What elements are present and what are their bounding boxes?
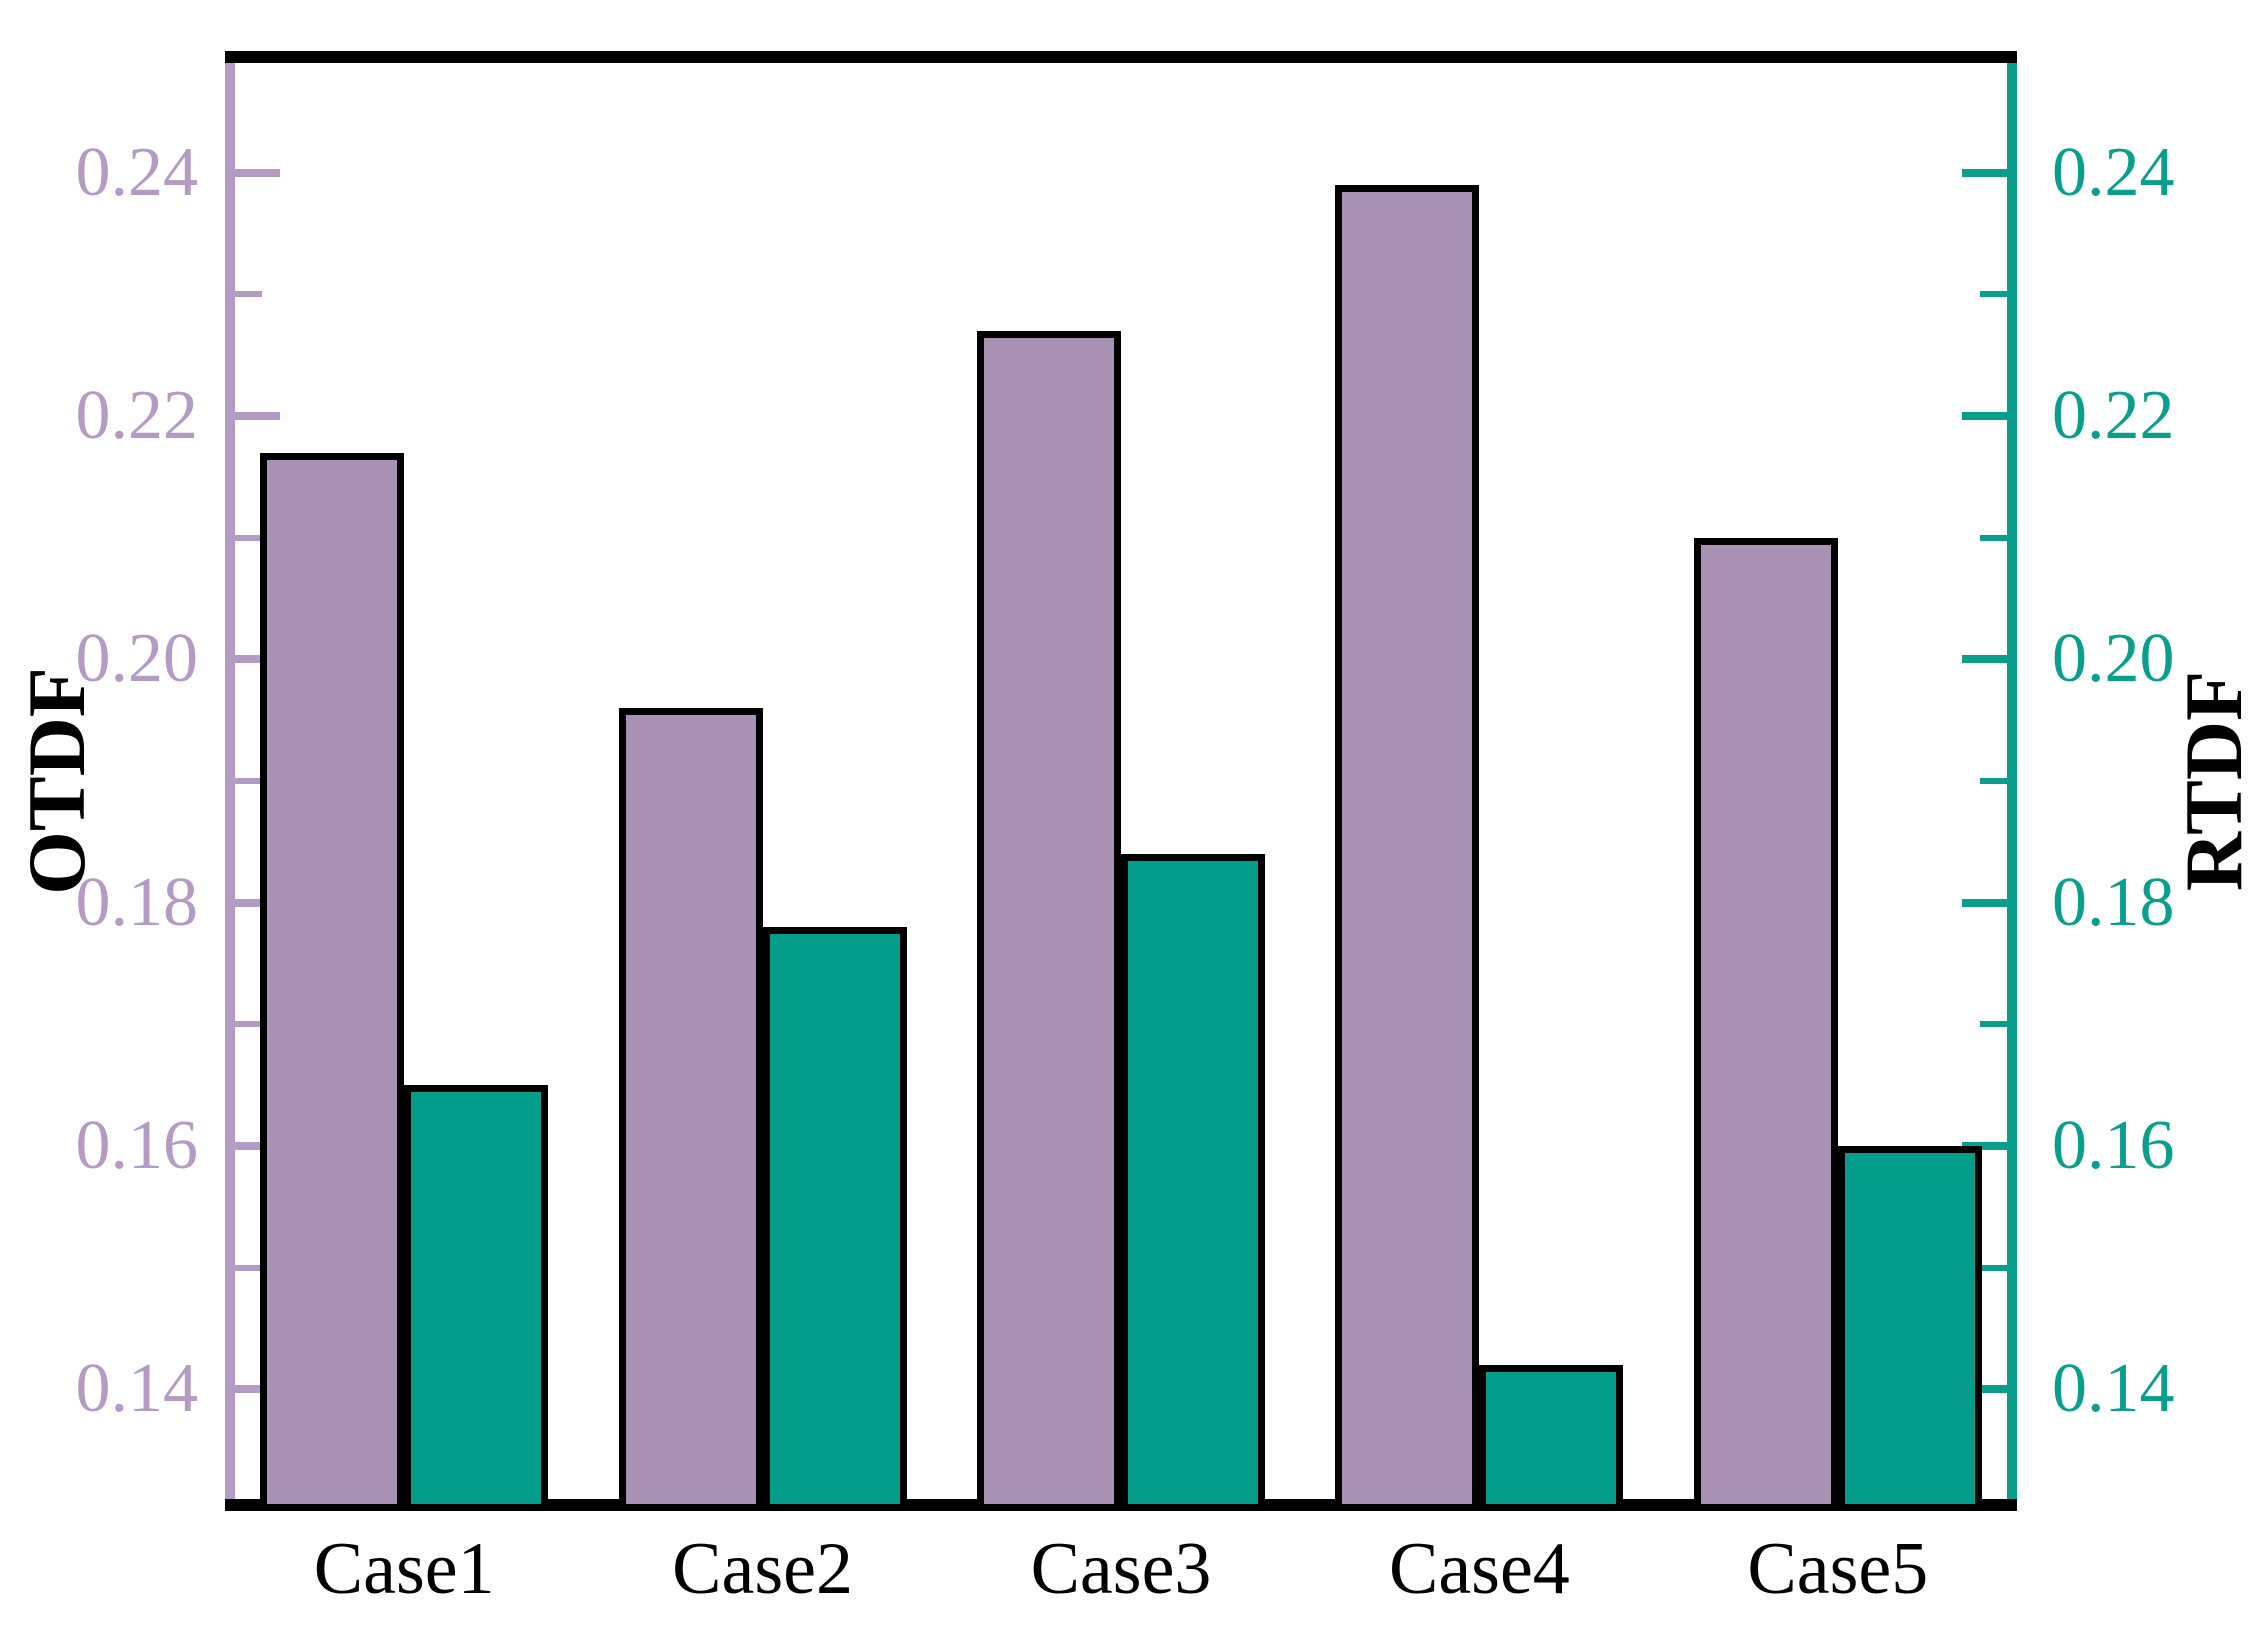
left-axis-spine bbox=[225, 51, 235, 1511]
left-minor-tick bbox=[235, 534, 262, 541]
right-minor-tick bbox=[1980, 291, 2007, 298]
left-minor-tick bbox=[235, 1264, 262, 1271]
x-tick-label-case3: Case3 bbox=[1030, 1528, 1212, 1610]
right-major-tick bbox=[1962, 168, 2007, 177]
right-major-tick bbox=[1962, 1385, 2007, 1394]
right-tick-label: 0.20 bbox=[2052, 620, 2175, 698]
x-tick-label-case1: Case1 bbox=[313, 1528, 495, 1610]
left-tick-label: 0.14 bbox=[75, 1350, 199, 1428]
bar-otdf-case2 bbox=[618, 708, 763, 1511]
left-minor-tick bbox=[235, 291, 262, 298]
right-tick-label: 0.16 bbox=[2052, 1107, 2175, 1184]
left-major-tick bbox=[235, 412, 280, 420]
left-tick-label: 0.16 bbox=[75, 1107, 199, 1184]
x-tick-label-case4: Case4 bbox=[1388, 1528, 1570, 1610]
bar-rtdf-case4 bbox=[1479, 1365, 1624, 1511]
bar-otdf-case4 bbox=[1335, 184, 1480, 1511]
right-minor-tick bbox=[1980, 1021, 2007, 1028]
left-tick-label: 0.18 bbox=[75, 863, 199, 941]
bar-rtdf-case5 bbox=[1837, 1146, 1982, 1511]
right-tick-label: 0.14 bbox=[2052, 1350, 2175, 1428]
right-major-tick bbox=[1962, 898, 2007, 907]
left-major-tick bbox=[235, 655, 280, 664]
x-tick-label-case5: Case5 bbox=[1747, 1528, 1929, 1610]
right-axis-spine bbox=[2007, 51, 2017, 1511]
left-major-tick bbox=[235, 1385, 280, 1394]
right-tick-label: 0.24 bbox=[2052, 133, 2175, 211]
right-minor-tick bbox=[1980, 778, 2007, 784]
bar-otdf-case1 bbox=[260, 452, 405, 1511]
top-spine bbox=[225, 51, 2017, 63]
left-major-tick bbox=[235, 168, 280, 177]
left-tick-label: 0.22 bbox=[75, 377, 199, 454]
right-major-tick bbox=[1962, 1142, 2007, 1150]
bar-otdf-case5 bbox=[1693, 537, 1838, 1511]
right-minor-tick bbox=[1980, 534, 2007, 541]
right-major-tick bbox=[1962, 655, 2007, 664]
plot-area bbox=[225, 51, 2017, 1511]
bar-rtdf-case3 bbox=[1121, 854, 1265, 1511]
bar-rtdf-case2 bbox=[762, 927, 907, 1511]
left-tick-label: 0.20 bbox=[75, 620, 199, 698]
right-tick-label: 0.22 bbox=[2052, 377, 2175, 454]
left-major-tick bbox=[235, 898, 280, 907]
right-major-tick bbox=[1962, 412, 2007, 420]
left-minor-tick bbox=[235, 778, 262, 784]
right-minor-tick bbox=[1980, 1264, 2007, 1271]
right-tick-label: 0.18 bbox=[2052, 863, 2175, 941]
left-minor-tick bbox=[235, 1021, 262, 1028]
x-tick-label-case2: Case2 bbox=[672, 1528, 854, 1610]
bar-otdf-case3 bbox=[977, 330, 1121, 1511]
bar-rtdf-case1 bbox=[404, 1085, 549, 1511]
left-major-tick bbox=[235, 1142, 280, 1150]
left-tick-label: 0.24 bbox=[75, 133, 199, 211]
